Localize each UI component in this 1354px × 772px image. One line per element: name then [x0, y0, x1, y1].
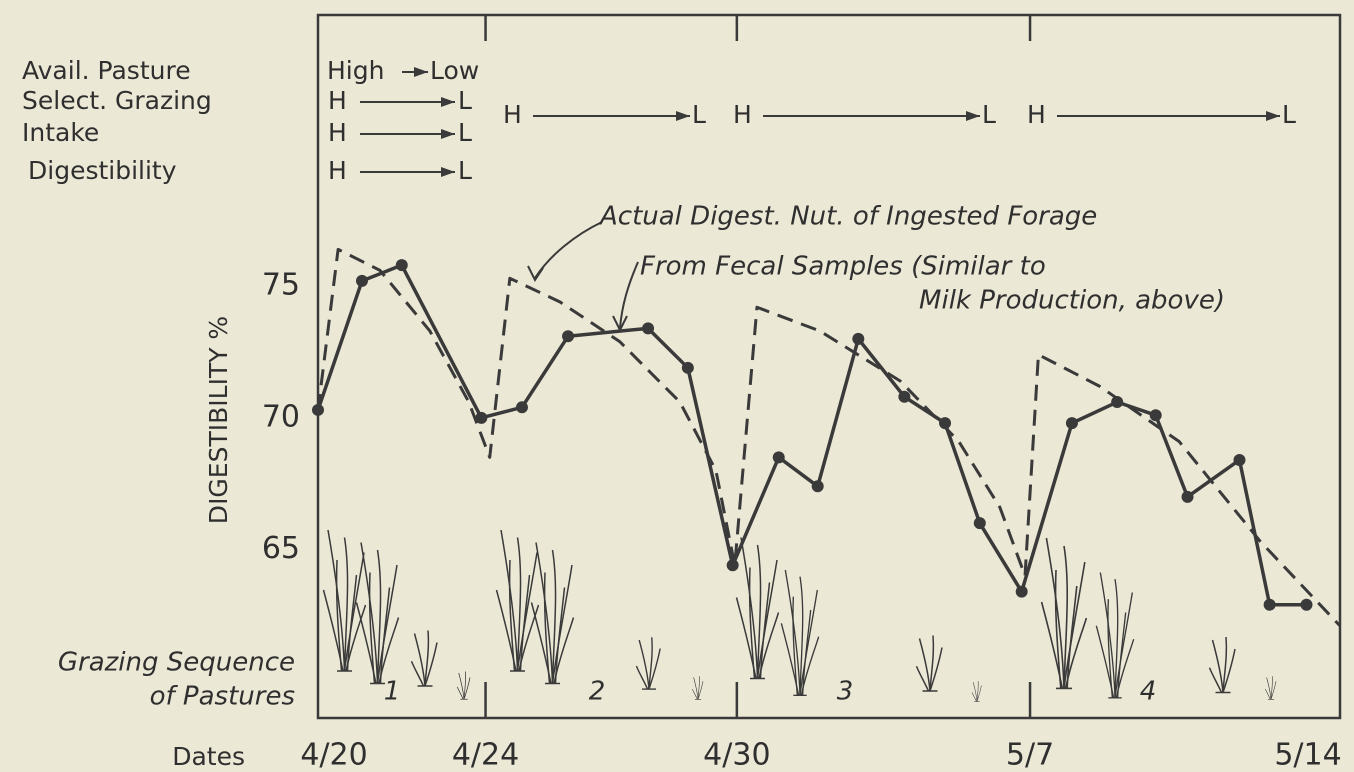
trend-from: H	[1027, 100, 1046, 129]
x-axis-label: Dates	[172, 742, 245, 771]
arrow-head	[441, 129, 455, 139]
annotation: Actual Digest. Nut. of Ingested Forage	[598, 202, 1097, 232]
indicator-label: Intake	[22, 118, 99, 147]
data-point	[1300, 599, 1312, 611]
data-point	[1264, 599, 1276, 611]
trend-to: L	[458, 156, 472, 185]
pasture-number: 4	[1140, 677, 1157, 707]
trend-to: L	[1282, 100, 1296, 129]
data-point	[1182, 491, 1194, 503]
y-axis-label: DIGESTIBILITY %	[204, 316, 233, 524]
data-point	[1233, 454, 1245, 466]
data-point	[1150, 409, 1162, 421]
data-point	[642, 322, 654, 334]
y-tick-label: 75	[262, 268, 300, 303]
data-line	[318, 265, 1306, 605]
y-tick-label: 65	[262, 531, 300, 566]
indicator-label: Select. Grazing	[22, 86, 212, 115]
pasture-number: 1	[384, 677, 401, 707]
arrow-head	[676, 111, 690, 121]
grass-illustrations	[324, 530, 1277, 701]
trend-to: L	[692, 100, 706, 129]
data-point	[898, 391, 910, 403]
trend-from: H	[503, 100, 522, 129]
data-point	[356, 275, 368, 287]
trend-from: High	[327, 56, 384, 85]
y-tick-label: 70	[262, 399, 300, 434]
trend-to: L	[458, 86, 472, 115]
data-point	[1066, 417, 1078, 429]
arrow-head	[441, 97, 455, 107]
data-point	[396, 259, 408, 271]
data-point	[682, 362, 694, 374]
arrow-head	[966, 111, 980, 121]
pasture-number: 2	[589, 677, 606, 707]
annotation: Milk Production, above)	[919, 286, 1225, 316]
data-point	[812, 480, 824, 492]
trend-to: Low	[430, 56, 479, 85]
trend-from: H	[733, 100, 752, 129]
trend-from: H	[328, 86, 347, 115]
annotation-arrows	[528, 222, 638, 330]
pasture-number: 3	[837, 677, 854, 707]
arrow-head	[1266, 111, 1280, 121]
trend-to: L	[458, 118, 472, 147]
trend-from: H	[328, 156, 347, 185]
x-tick-label: 4/30	[703, 738, 770, 772]
data-point	[974, 517, 986, 529]
annotation: From Fecal Samples (Similar to	[640, 252, 1046, 282]
data-point	[562, 330, 574, 342]
indicator-label: Avail. Pasture	[22, 56, 191, 85]
data-point	[1016, 586, 1028, 598]
indicator-label: Digestibility	[28, 156, 177, 185]
pasture-label: of Pastures	[150, 682, 295, 712]
trend-to: L	[982, 100, 996, 129]
trend-from: H	[328, 118, 347, 147]
pasture-label: Grazing Sequence	[58, 648, 295, 678]
data-point	[852, 333, 864, 345]
x-tick-label: 5/14	[1274, 738, 1341, 772]
arrow-head	[414, 67, 428, 77]
x-tick-label: 5/7	[1006, 738, 1054, 772]
x-tick-label: 4/24	[452, 738, 519, 772]
chart: DIGESTIBILITY % Dates Grazing Sequence o…	[0, 0, 1354, 772]
data-point	[773, 451, 785, 463]
arrow-head	[441, 167, 455, 177]
data-point	[516, 401, 528, 413]
x-tick-label: 4/20	[300, 738, 367, 772]
